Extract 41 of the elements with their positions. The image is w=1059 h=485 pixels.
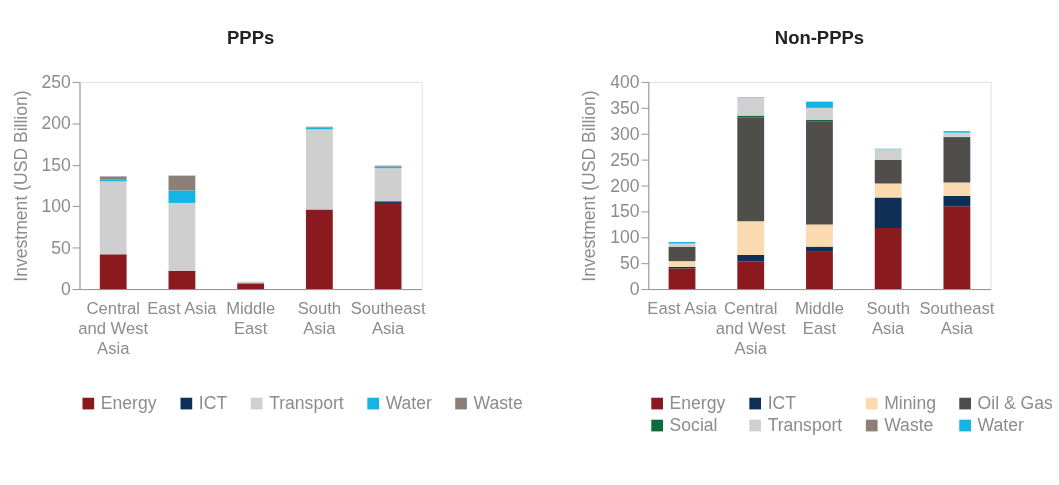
y-tick-label: 200	[610, 175, 640, 196]
y-tick-label: 0	[60, 279, 71, 300]
y-axis-title: Investment (USD Billion)	[579, 90, 600, 282]
x-tick-label: Middle East	[226, 298, 276, 338]
legend-label: Transport	[767, 415, 843, 436]
x-tick-label: Central and West Asia	[78, 298, 149, 359]
legend-label: Water	[385, 393, 433, 414]
chart-title: Non-PPPs	[774, 27, 865, 49]
legend-label: Transport	[269, 393, 344, 414]
y-tick-label: 150	[41, 154, 71, 175]
x-tick-label: South Asia	[866, 298, 910, 338]
legend-label: Waste	[884, 415, 934, 436]
x-tick-label: Southeast Asia	[350, 298, 426, 338]
x-tick-label: South Asia	[297, 298, 342, 338]
y-tick-label: 0	[629, 279, 640, 300]
y-tick-label: 150	[610, 201, 640, 222]
x-tick-label: East Asia	[147, 298, 218, 318]
legend-label: Mining	[884, 393, 936, 414]
y-tick-label: 200	[41, 113, 71, 134]
x-tick-label: East Asia	[647, 298, 718, 318]
legend-label: Social	[669, 415, 718, 436]
legend-label: ICT	[198, 393, 228, 414]
y-tick-label: 300	[610, 123, 640, 144]
chart-title: PPPs	[227, 27, 275, 49]
y-tick-label: 100	[41, 196, 71, 217]
y-tick-label: 250	[41, 71, 71, 92]
y-tick-label: 350	[610, 97, 640, 118]
y-tick-label: 50	[51, 237, 71, 258]
y-tick-label: 400	[610, 71, 640, 92]
legend-label: Waste	[473, 393, 523, 414]
legend-label: Oil & Gas	[977, 393, 1053, 414]
y-tick-label: 50	[620, 253, 640, 274]
legend-label: Energy	[669, 393, 726, 414]
y-tick-label: 100	[610, 227, 640, 248]
x-tick-label: Middle East	[794, 298, 844, 338]
legend-label: Water	[977, 415, 1024, 436]
legend-label: Energy	[100, 393, 157, 414]
x-tick-label: Southeast Asia	[919, 298, 995, 338]
y-axis-title: Investment (USD Billion)	[10, 90, 31, 282]
y-tick-label: 250	[610, 149, 640, 170]
legend-label: ICT	[767, 393, 797, 414]
